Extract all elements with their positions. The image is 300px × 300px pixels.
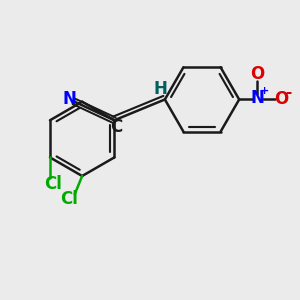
Text: O: O bbox=[250, 64, 264, 82]
Text: Cl: Cl bbox=[44, 175, 62, 193]
Text: -: - bbox=[286, 85, 292, 100]
Text: N: N bbox=[250, 89, 264, 107]
Text: H: H bbox=[154, 80, 167, 98]
Text: +: + bbox=[260, 85, 269, 96]
Text: Cl: Cl bbox=[60, 190, 78, 208]
Text: N: N bbox=[62, 90, 76, 108]
Text: C: C bbox=[110, 118, 122, 136]
Text: O: O bbox=[274, 91, 288, 109]
